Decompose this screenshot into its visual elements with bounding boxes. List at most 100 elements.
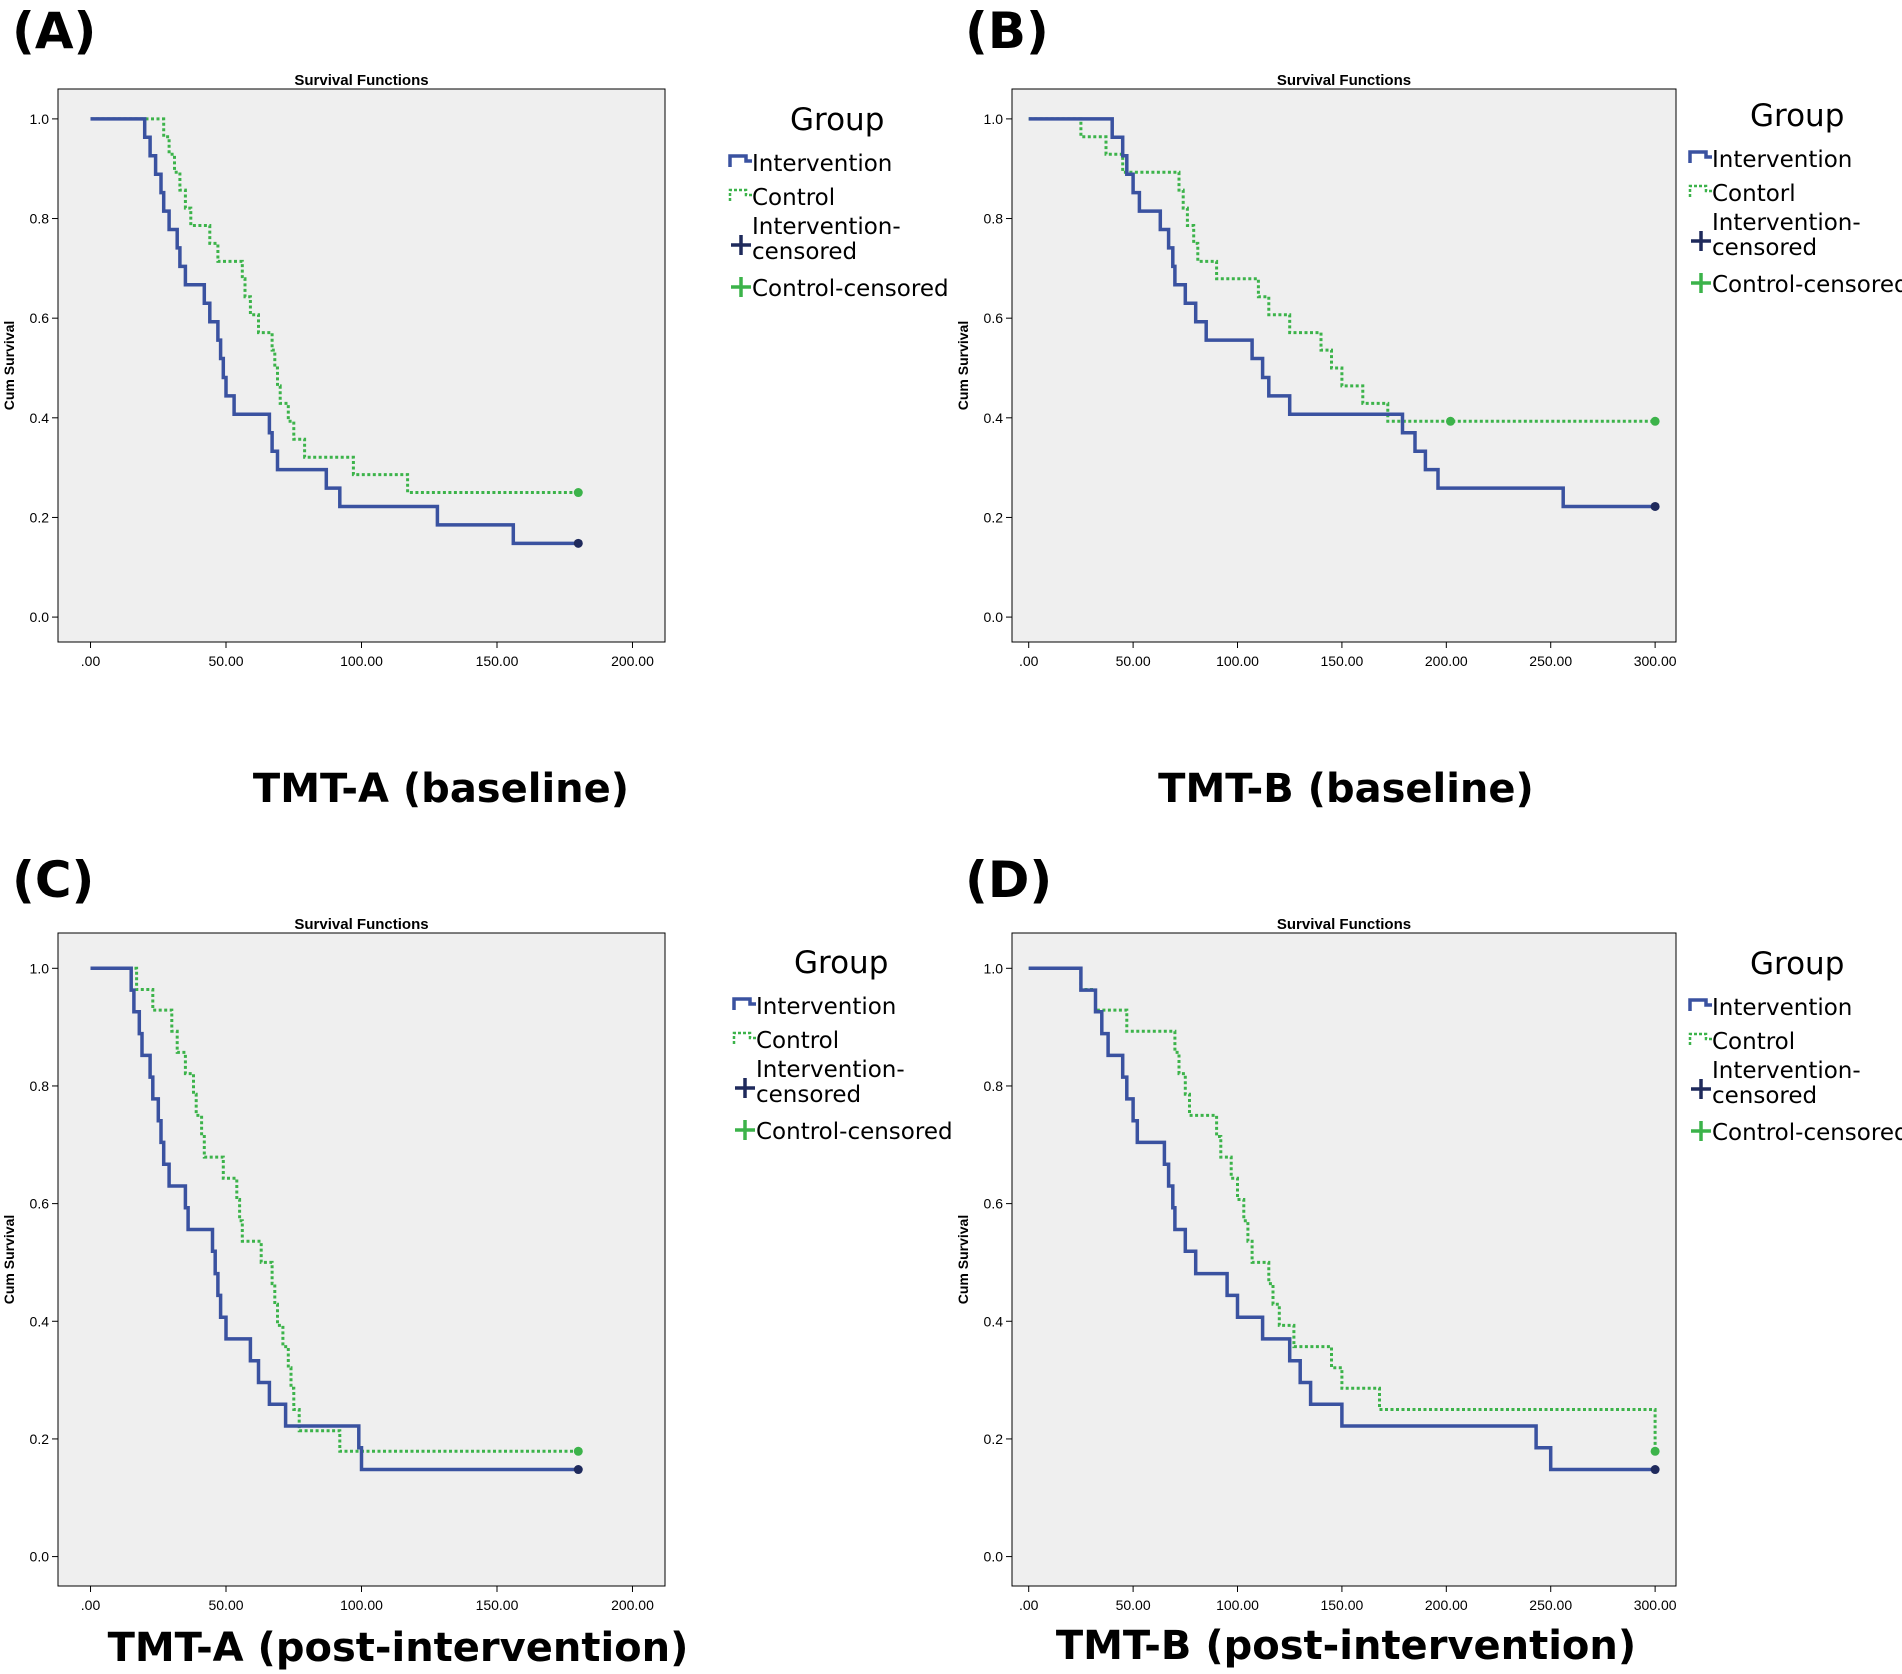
- x-tick-label: 200.00: [1425, 1597, 1468, 1613]
- legend-item-intervention: Intervention: [1712, 147, 1852, 173]
- y-tick-label: 0.0: [984, 1549, 1004, 1565]
- legend-item-intervention: Intervention: [752, 151, 892, 177]
- legend-line: Intervention-: [1712, 210, 1861, 236]
- legend-line: censored: [1712, 235, 1817, 261]
- legend-line: censored: [756, 1082, 861, 1108]
- legend-line: censored: [1712, 1083, 1817, 1109]
- legend-line: censored: [752, 239, 857, 265]
- y-tick-label: 1.0: [984, 960, 1004, 976]
- y-tick-label: 0.0: [30, 1549, 50, 1565]
- control-censored-marker: [573, 1446, 583, 1456]
- legend-item-control-censored: Control-censored: [752, 276, 949, 302]
- legend-line: Intervention-: [756, 1057, 905, 1083]
- plot-area: [1011, 88, 1677, 643]
- legend-title: Group: [794, 945, 888, 981]
- plus-marker-icon: [731, 235, 751, 255]
- chart-panel-d: (D) Survival Functions 0.0 0.2 0.4 0.6 0.8 1.0.…: [955, 851, 1902, 1669]
- y-tick-label: 0.6: [30, 310, 50, 326]
- x-tick-label: 50.00: [208, 653, 243, 669]
- y-tick-label: 0.6: [984, 1196, 1004, 1212]
- control-survival-line: [1028, 966, 1657, 1452]
- plus-marker-icon: [735, 1120, 755, 1140]
- legend-title: Group: [790, 102, 884, 138]
- y-axis-label: Cum Survival: [1, 1215, 17, 1304]
- intervention-censored-marker: [1650, 501, 1660, 511]
- step-line-icon: [1688, 150, 1712, 163]
- y-tick-label: 0.0: [984, 609, 1004, 625]
- x-tick-label: 250.00: [1529, 653, 1572, 669]
- x-tick-label: 100.00: [340, 1597, 383, 1613]
- control-survival-line: [90, 117, 579, 494]
- intervention-censored-marker: [573, 1465, 583, 1475]
- x-tick-label: 100.00: [1216, 1597, 1259, 1613]
- legend-title: Group: [1750, 946, 1844, 982]
- control-survival-line: [90, 966, 579, 1453]
- step-line-icon: [1688, 998, 1712, 1011]
- chart-title: Survival Functions: [1277, 72, 1411, 89]
- x-tick-label: 150.00: [1320, 1597, 1363, 1613]
- chart-panel-c: (C) Survival Functions 0.0 0.2 0.4 0.6 0.8 1.0.…: [1, 851, 953, 1671]
- x-axis-label: TMT-B (post-intervention): [1056, 1623, 1636, 1669]
- control-censored-marker: [1650, 1446, 1660, 1456]
- x-tick-label: 150.00: [1320, 653, 1363, 669]
- x-tick-label: 50.00: [208, 1597, 243, 1613]
- plot-area: [57, 88, 666, 643]
- legend-item-control: Control: [1712, 1029, 1795, 1055]
- dashed-step-line-icon: [1688, 184, 1712, 197]
- panel-label: (D): [965, 851, 1052, 909]
- x-tick-label: 300.00: [1634, 653, 1677, 669]
- y-tick-label: 0.6: [984, 310, 1004, 326]
- intervention-survival-line: [90, 966, 579, 1472]
- y-tick-label: 0.8: [984, 1078, 1004, 1094]
- x-tick-label: 100.00: [340, 653, 383, 669]
- plus-marker-icon: [735, 1078, 755, 1098]
- y-tick-label: 1.0: [984, 111, 1004, 127]
- x-axis-label: TMT-A (post-intervention): [108, 1625, 689, 1671]
- legend: Group Intervention Control Intervention-cen…: [728, 102, 949, 302]
- intervention-survival-line: [1028, 966, 1656, 1472]
- legend-title: Group: [1750, 98, 1844, 134]
- x-tick-label: 300.00: [1634, 1597, 1677, 1613]
- legend-line: Intervention-: [752, 214, 901, 240]
- x-tick-label: 200.00: [1425, 653, 1468, 669]
- y-tick-label: 0.8: [30, 211, 50, 227]
- y-tick-label: 0.0: [30, 609, 50, 625]
- dashed-step-line-icon: [732, 1031, 756, 1044]
- x-axis-label: TMT-A (baseline): [253, 766, 629, 812]
- y-tick-label: 0.4: [984, 1313, 1004, 1329]
- x-tick-label: .00: [81, 653, 101, 669]
- legend-item-control-censored: Control-censored: [756, 1119, 953, 1145]
- intervention-survival-line: [90, 117, 579, 546]
- control-censored-marker: [573, 488, 583, 498]
- panel-label: (C): [12, 851, 94, 909]
- legend: Group Intervention Contorl Intervention-cen…: [1688, 98, 1902, 298]
- legend-item-intervention-censored: Intervention-censored: [1712, 210, 1861, 261]
- legend-item-control: Contorl: [1712, 181, 1796, 207]
- y-tick-label: 0.2: [30, 509, 50, 525]
- y-tick-label: 0.4: [30, 1313, 50, 1329]
- control-censored-marker: [1445, 416, 1455, 426]
- x-tick-label: .00: [1019, 653, 1039, 669]
- plus-marker-icon: [1691, 1079, 1711, 1099]
- legend-line: Intervention-: [1712, 1058, 1861, 1084]
- x-axis-label: TMT-B (baseline): [1158, 766, 1534, 812]
- legend-item-intervention: Intervention: [1712, 995, 1852, 1021]
- y-tick-label: 0.2: [30, 1431, 50, 1447]
- x-tick-label: .00: [1019, 1597, 1039, 1613]
- plot-area: [57, 932, 666, 1587]
- legend: Group Intervention Control Intervention-cen…: [732, 945, 953, 1145]
- x-tick-label: 200.00: [611, 653, 654, 669]
- chart-title: Survival Functions: [1277, 916, 1411, 933]
- legend: Group Intervention Control Intervention-cen…: [1688, 946, 1902, 1146]
- step-line-icon: [728, 154, 752, 167]
- legend-item-control: Control: [752, 185, 835, 211]
- plus-marker-icon: [1691, 273, 1711, 293]
- control-censored-marker: [1650, 416, 1660, 426]
- y-tick-label: 0.4: [30, 410, 50, 426]
- legend-item-intervention: Intervention: [756, 994, 896, 1020]
- y-axis-label: Cum Survival: [955, 1215, 971, 1304]
- intervention-censored-marker: [1650, 1465, 1660, 1475]
- legend-item-intervention-censored: Intervention-censored: [1712, 1058, 1861, 1109]
- legend-item-control-censored: Control-censored: [1712, 272, 1902, 298]
- x-tick-label: 200.00: [611, 1597, 654, 1613]
